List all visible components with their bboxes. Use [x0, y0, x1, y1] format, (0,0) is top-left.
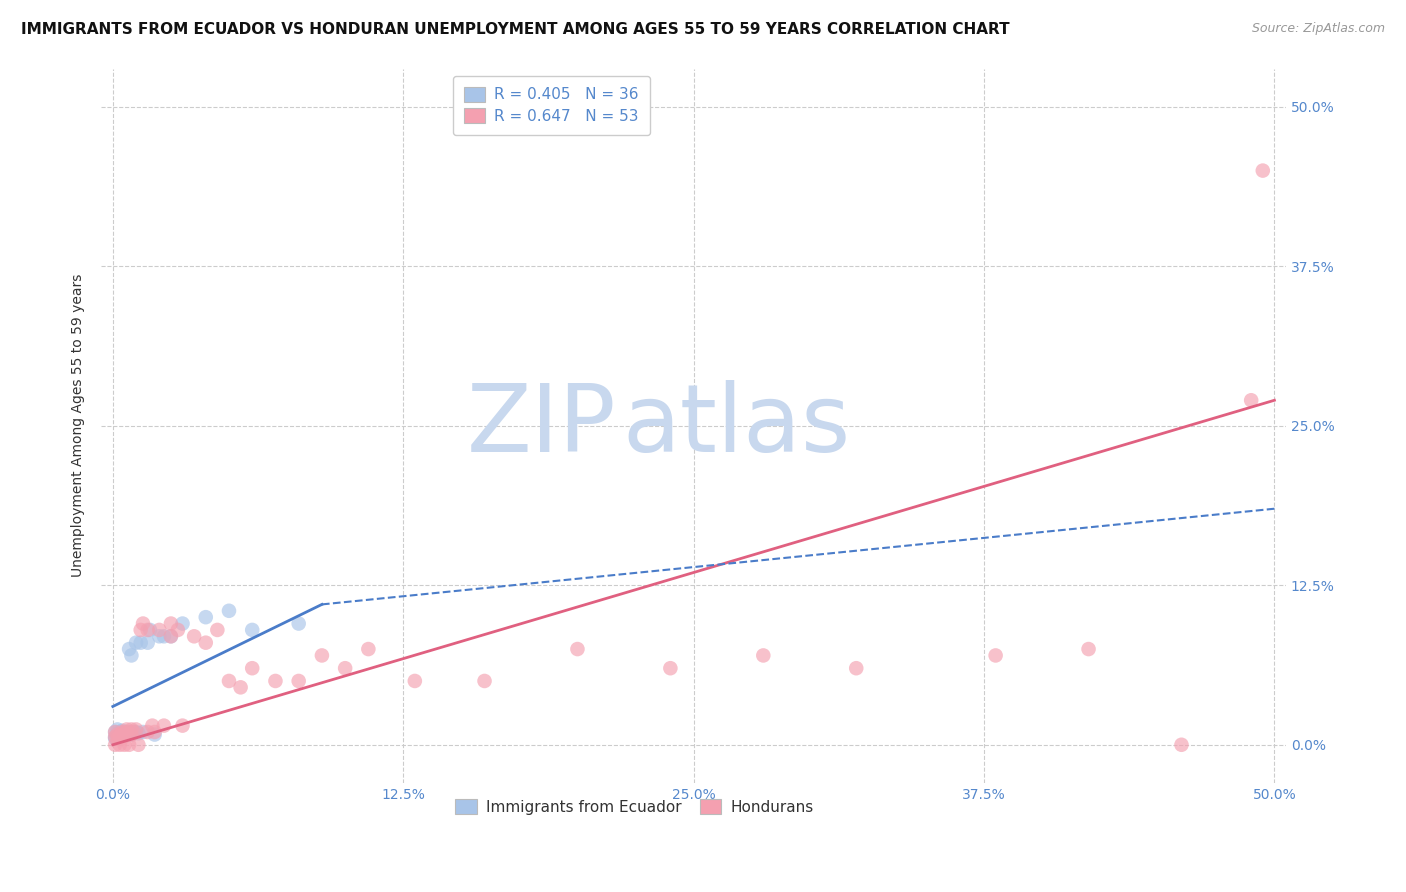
- Point: [114, 738, 136, 752]
- Point: [104, 731, 127, 746]
- Point: [115, 725, 138, 739]
- Point: [125, 725, 148, 739]
- Point: [659, 661, 682, 675]
- Point: [107, 729, 129, 743]
- Point: [218, 604, 240, 618]
- Point: [104, 730, 127, 744]
- Point: [845, 661, 868, 675]
- Point: [107, 727, 129, 741]
- Text: IMMIGRANTS FROM ECUADOR VS HONDURAN UNEMPLOYMENT AMONG AGES 55 TO 59 YEARS CORRE: IMMIGRANTS FROM ECUADOR VS HONDURAN UNEM…: [21, 22, 1010, 37]
- Point: [1077, 642, 1099, 657]
- Point: [114, 729, 136, 743]
- Point: [218, 673, 240, 688]
- Point: [1170, 738, 1192, 752]
- Point: [404, 673, 426, 688]
- Point: [143, 725, 166, 739]
- Point: [114, 725, 136, 739]
- Point: [108, 730, 131, 744]
- Point: [108, 738, 131, 752]
- Point: [1251, 163, 1274, 178]
- Point: [125, 636, 148, 650]
- Point: [229, 681, 252, 695]
- Point: [136, 725, 159, 739]
- Y-axis label: Unemployment Among Ages 55 to 59 years: Unemployment Among Ages 55 to 59 years: [72, 274, 86, 577]
- Point: [194, 610, 217, 624]
- Point: [118, 738, 141, 752]
- Point: [240, 661, 263, 675]
- Point: [111, 731, 134, 746]
- Point: [122, 725, 145, 739]
- Point: [127, 726, 149, 740]
- Point: [357, 642, 380, 657]
- Point: [287, 673, 309, 688]
- Text: atlas: atlas: [623, 380, 851, 472]
- Point: [104, 730, 127, 744]
- Point: [122, 725, 145, 739]
- Point: [143, 727, 166, 741]
- Point: [104, 725, 127, 739]
- Point: [1240, 393, 1263, 408]
- Point: [160, 629, 183, 643]
- Point: [111, 723, 134, 738]
- Point: [104, 725, 127, 739]
- Point: [118, 725, 141, 739]
- Point: [132, 725, 155, 739]
- Point: [567, 642, 589, 657]
- Point: [148, 623, 170, 637]
- Point: [127, 738, 149, 752]
- Point: [111, 727, 134, 741]
- Point: [264, 673, 287, 688]
- Point: [120, 723, 142, 737]
- Point: [129, 623, 152, 637]
- Point: [108, 726, 131, 740]
- Point: [240, 623, 263, 637]
- Text: Source: ZipAtlas.com: Source: ZipAtlas.com: [1251, 22, 1385, 36]
- Point: [183, 629, 205, 643]
- Point: [474, 673, 496, 688]
- Point: [172, 718, 194, 732]
- Point: [120, 727, 142, 741]
- Point: [136, 623, 159, 637]
- Point: [136, 636, 159, 650]
- Point: [167, 623, 190, 637]
- Point: [311, 648, 333, 663]
- Point: [115, 726, 138, 740]
- Point: [107, 723, 129, 737]
- Point: [160, 629, 183, 643]
- Point: [139, 623, 162, 637]
- Text: ZIP: ZIP: [467, 380, 617, 472]
- Point: [153, 718, 176, 732]
- Point: [333, 661, 356, 675]
- Point: [129, 636, 152, 650]
- Point: [172, 616, 194, 631]
- Point: [120, 727, 142, 741]
- Legend: Immigrants from Ecuador, Hondurans: Immigrants from Ecuador, Hondurans: [444, 789, 824, 825]
- Point: [111, 725, 134, 739]
- Point: [114, 726, 136, 740]
- Point: [115, 727, 138, 741]
- Point: [160, 616, 183, 631]
- Point: [148, 629, 170, 643]
- Point: [207, 623, 229, 637]
- Point: [104, 738, 127, 752]
- Point: [125, 723, 148, 737]
- Point: [108, 725, 131, 739]
- Point: [107, 731, 129, 746]
- Point: [132, 616, 155, 631]
- Point: [752, 648, 775, 663]
- Point: [194, 636, 217, 650]
- Point: [108, 729, 131, 743]
- Point: [115, 723, 138, 737]
- Point: [984, 648, 1007, 663]
- Point: [118, 642, 141, 657]
- Point: [287, 616, 309, 631]
- Point: [153, 629, 176, 643]
- Point: [120, 648, 142, 663]
- Point: [141, 718, 163, 732]
- Point: [107, 727, 129, 741]
